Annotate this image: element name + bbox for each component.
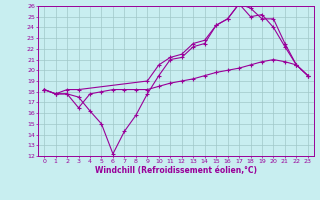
X-axis label: Windchill (Refroidissement éolien,°C): Windchill (Refroidissement éolien,°C) <box>95 166 257 175</box>
